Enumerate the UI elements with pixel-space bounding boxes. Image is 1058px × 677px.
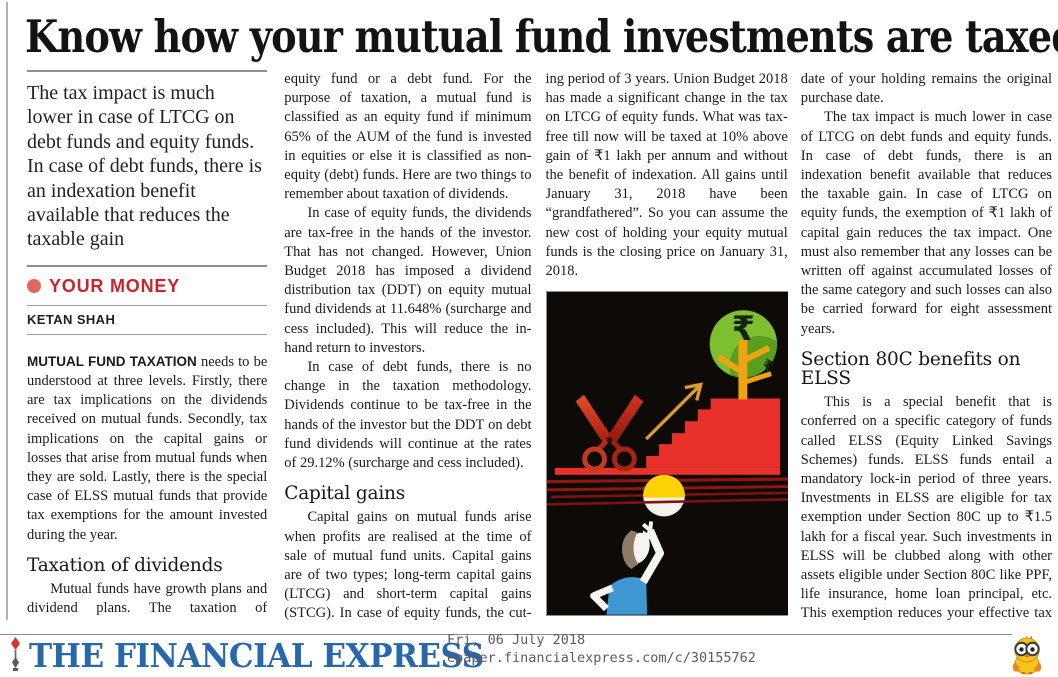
column-1: The tax impact is much lower in case of … (27, 70, 268, 620)
footer-date: Fri, 06 July 2018 (447, 632, 586, 648)
rupee-symbol-large: ₹ (731, 309, 754, 348)
paragraph: equity fund or a debt fund. For the purp… (284, 71, 532, 203)
subhead-section-80c: Section 80C benefits on ELSS (800, 348, 1021, 390)
arm-akimbo (589, 584, 614, 612)
rule-standfirst-bottom (27, 264, 268, 267)
column-1-copy: MUTUAL FUND TAXATION needs to be underst… (27, 352, 267, 620)
paragraph: Capital gains on mutual funds arise when… (284, 509, 532, 620)
left-edge-rule (6, 2, 8, 620)
column-4: date of your holding remains the origina… (801, 70, 1052, 620)
paragraph: date of your holding remains the origina… (800, 71, 1052, 107)
rule-byline-bottom (27, 333, 268, 335)
owl-mascot-icon (1012, 635, 1042, 675)
paragraph: This is a special benefit that is confer… (800, 394, 1052, 620)
paragraph: MUTUAL FUND TAXATION needs to be underst… (27, 353, 268, 543)
scissors-icon (575, 395, 643, 472)
subhead-taxation-of-dividends: Taxation of dividends (27, 554, 223, 576)
staircase (645, 398, 780, 469)
epaper-footer: THE FINANCIAL EXPRESS Fri, 06 July 2018 … (0, 620, 1058, 677)
paragraph: In case of debt funds, there is no chang… (284, 359, 532, 472)
person-figure (589, 521, 664, 615)
footer-separator (0, 634, 1012, 635)
arm-raised (639, 529, 664, 585)
growth-arrow-icon (644, 382, 703, 441)
byline: KETAN SHAH (27, 311, 116, 327)
article-body: The tax impact is much lower in case of … (27, 70, 1052, 620)
article-illustration: ₹ ₹ (545, 291, 788, 617)
illustration-graphic: ₹ ₹ (546, 292, 788, 615)
rule-kicker-bottom (27, 304, 268, 306)
paragraph: In case of equity funds, the dividends a… (284, 205, 532, 356)
paragraph: ing period of 3 years. Union Budget 2018… (545, 71, 788, 280)
footer-url[interactable]: epaper.financialexpress.com/c/30155762 (447, 650, 756, 666)
bullet-dot-icon (27, 279, 41, 294)
floor-bar (554, 468, 780, 476)
hair (621, 530, 638, 570)
paragraph: The tax impact is much lower in case of … (800, 109, 1052, 337)
masthead: THE FINANCIAL EXPRESS (8, 635, 513, 675)
masthead-title: THE FINANCIAL EXPRESS (29, 635, 484, 675)
shirt (606, 577, 647, 615)
hand (641, 521, 653, 533)
rule-top (27, 70, 268, 72)
sun-icon (642, 475, 685, 517)
column-2: equity fund or a debt fund. For the purp… (284, 70, 531, 620)
kicker-label: YOUR MONEY (49, 275, 181, 296)
subhead-capital-gains: Capital gains (284, 483, 406, 505)
standfirst: The tax impact is much lower in case of … (27, 82, 262, 251)
column-3: ing period of 3 years. Union Budget 2018… (545, 70, 788, 620)
masthead-lamp-icon (11, 637, 20, 671)
section-kicker: YOUR MONEY (27, 267, 267, 305)
footer-meta: Fri, 06 July 2018 epaper.financialexpres… (447, 631, 756, 667)
trunk-branches (716, 340, 772, 400)
rupee-tree: ₹ ₹ (709, 309, 777, 400)
lead-in-caps: MUTUAL FUND TAXATION (27, 353, 197, 369)
paragraph: Mutual funds have growth plans and divid… (27, 580, 268, 620)
headline: Know how your mutual fund investments ar… (25, 10, 1058, 63)
